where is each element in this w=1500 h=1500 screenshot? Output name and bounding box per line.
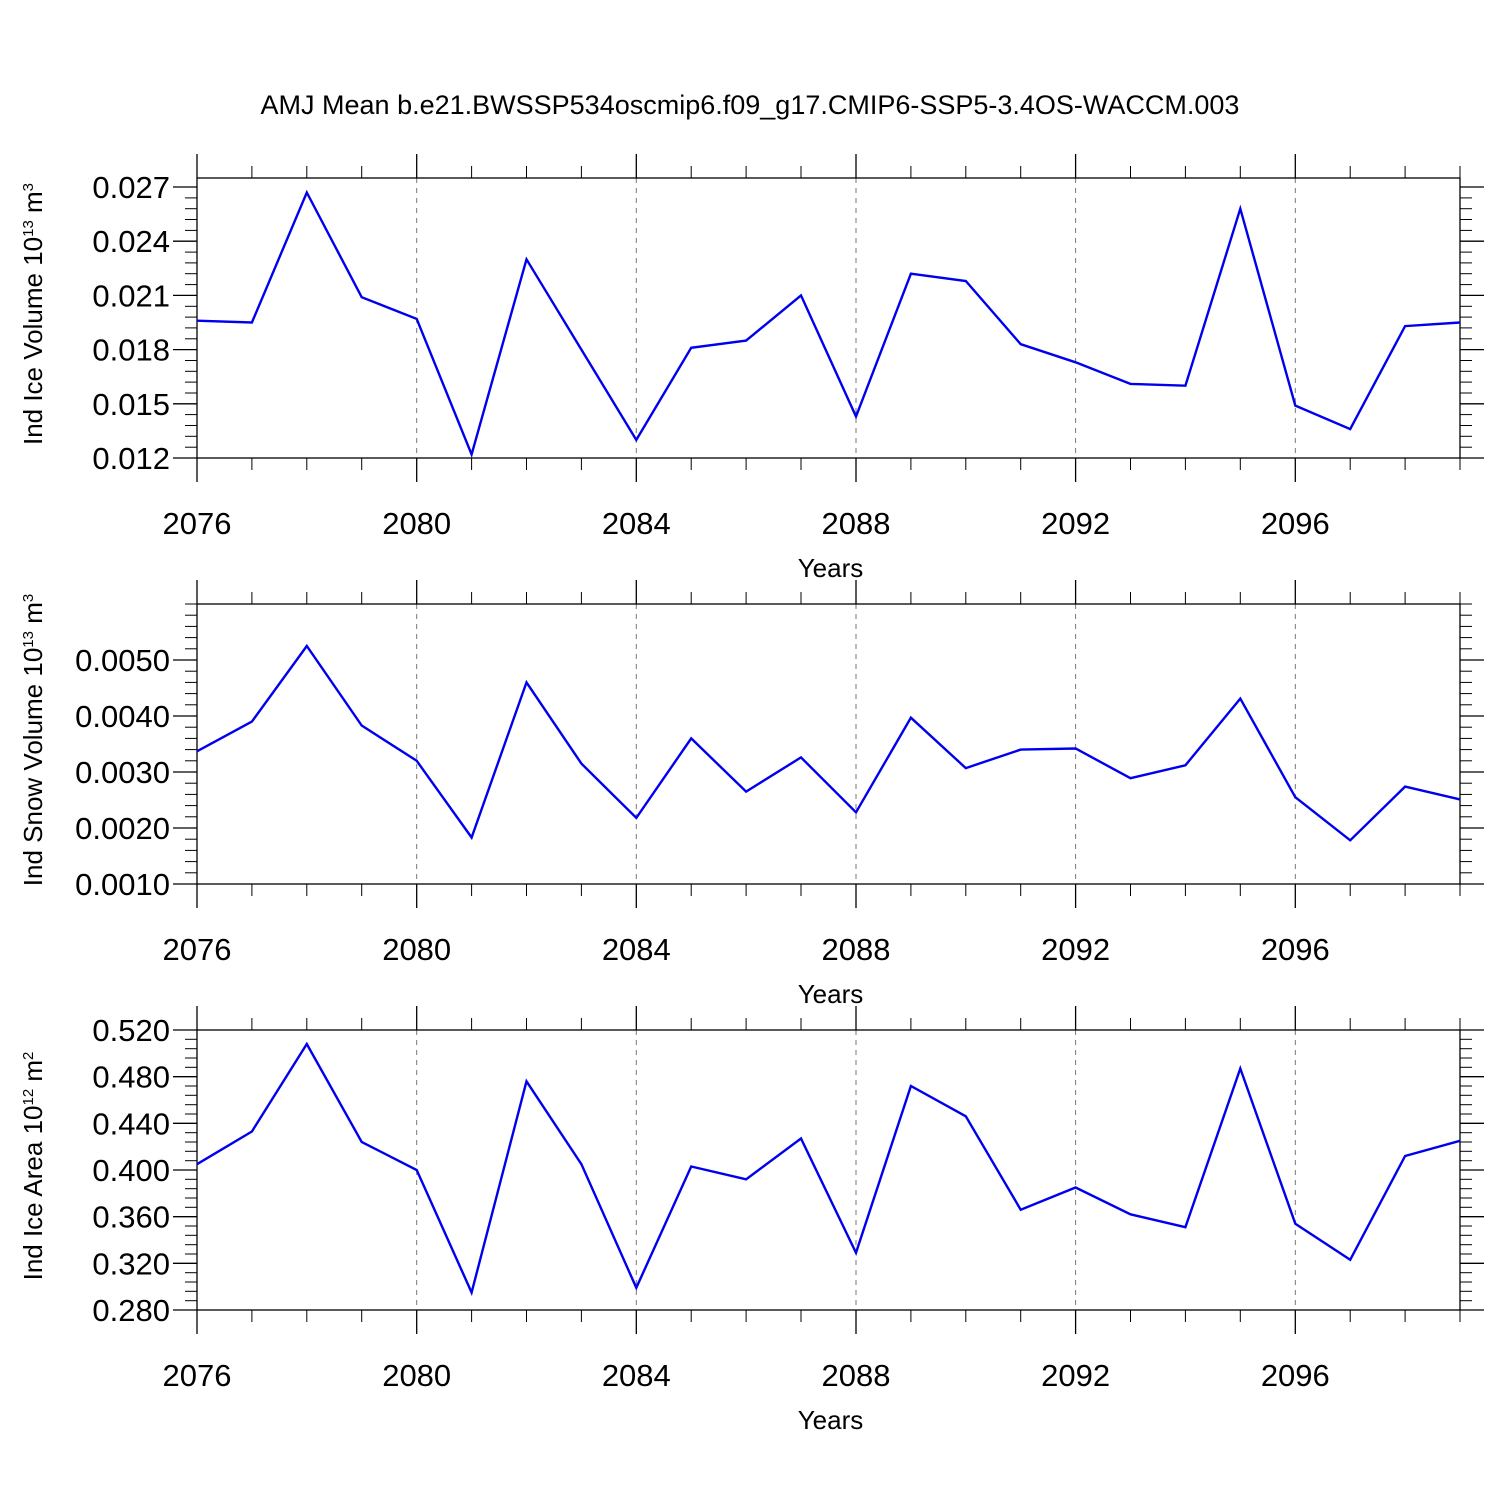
x-axis-label: Years [798, 979, 864, 1009]
y-axis-label-superscript: 12 [20, 1089, 37, 1106]
series-line [196, 1041, 1461, 1297]
y-tick-label: 0.440 [92, 1106, 170, 1141]
y-tick-label: 0.0030 [75, 755, 170, 790]
x-tick-label: 2080 [382, 932, 451, 967]
y-axis-label-part: m [18, 602, 48, 631]
x-tick-label: 2096 [1261, 506, 1330, 541]
x-tick-label: 2088 [822, 932, 891, 967]
x-tick-label: 2092 [1041, 506, 1110, 541]
y-tick-label: 0.520 [92, 1013, 170, 1048]
y-axis-label-superscript: 2 [20, 1052, 37, 1060]
x-tick-label: 2076 [163, 1358, 232, 1393]
x-tick-label: 2076 [163, 932, 232, 967]
x-axis-label: Years [798, 1405, 864, 1435]
y-tick-label: 0.024 [92, 224, 170, 259]
x-tick-label: 2092 [1041, 1358, 1110, 1393]
y-axis-label-superscript: 13 [20, 631, 37, 648]
y-tick-label: 0.360 [92, 1200, 170, 1235]
y-axis-label-part: Ind Ice Volume 10 [18, 237, 48, 445]
y-axis-label: Ind Snow Volume 1013 m3 [18, 594, 48, 886]
series-line [196, 189, 1461, 459]
panel-3: 2076 2080 2084 2088 2092 2096 0.280 0.320 0.360 0… [18, 1006, 1484, 1435]
x-tick-label: 2088 [822, 1358, 891, 1393]
chart-panels: 2076 2080 2084 2088 2092 2096 0.012 0.015 0.018 0… [18, 154, 1484, 1435]
y-axis-label-part: m [18, 1060, 48, 1089]
y-tick-label: 0.012 [92, 441, 170, 476]
y-tick-label: 0.400 [92, 1153, 170, 1188]
x-tick-label: 2080 [382, 506, 451, 541]
x-tick-label: 2084 [602, 1358, 671, 1393]
series-line [196, 643, 1461, 842]
y-tick-label: 0.0020 [75, 811, 170, 846]
figure-title: AMJ Mean b.e21.BWSSP534oscmip6.f09_g17.C… [261, 90, 1240, 120]
y-axis-label-part: Ind Snow Volume 10 [18, 648, 48, 887]
y-tick-label: 0.027 [92, 170, 170, 205]
y-tick-label: 0.480 [92, 1060, 170, 1095]
x-tick-label: 2096 [1261, 1358, 1330, 1393]
x-axis-label: Years [798, 553, 864, 583]
x-tick-label: 2092 [1041, 932, 1110, 967]
y-tick-label: 0.320 [92, 1246, 170, 1281]
y-tick-label: 0.021 [92, 278, 170, 313]
y-tick-label: 0.0010 [75, 867, 170, 902]
y-tick-label: 0.015 [92, 387, 170, 422]
x-tick-label: 2080 [382, 1358, 451, 1393]
plot-frame [196, 1029, 1461, 1311]
x-tick-label: 2096 [1261, 932, 1330, 967]
y-axis-label-superscript: 3 [20, 183, 37, 191]
x-tick-label: 2076 [163, 506, 232, 541]
y-tick-label: 0.0040 [75, 699, 170, 734]
y-tick-label: 0.018 [92, 333, 170, 368]
plot-frame [196, 603, 1461, 885]
panel-1: 2076 2080 2084 2088 2092 2096 0.012 0.015 0.018 0… [18, 154, 1484, 583]
y-tick-label: 0.0050 [75, 643, 170, 678]
y-axis-label-part: m [18, 191, 48, 220]
x-tick-label: 2084 [602, 506, 671, 541]
x-tick-label: 2084 [602, 932, 671, 967]
y-tick-label: 0.280 [92, 1293, 170, 1328]
panel-2: 2076 2080 2084 2088 2092 2096 0.0010 0.0020 0.00… [18, 580, 1484, 1009]
y-axis-label-superscript: 13 [20, 220, 37, 237]
y-axis-label-superscript: 3 [20, 594, 37, 602]
plot-frame [196, 177, 1461, 459]
x-tick-label: 2088 [822, 506, 891, 541]
y-axis-label: Ind Ice Area 1012 m2 [18, 1052, 48, 1281]
y-axis-label-part: Ind Ice Area 10 [18, 1106, 48, 1281]
y-axis-label: Ind Ice Volume 1013 m3 [18, 183, 48, 445]
